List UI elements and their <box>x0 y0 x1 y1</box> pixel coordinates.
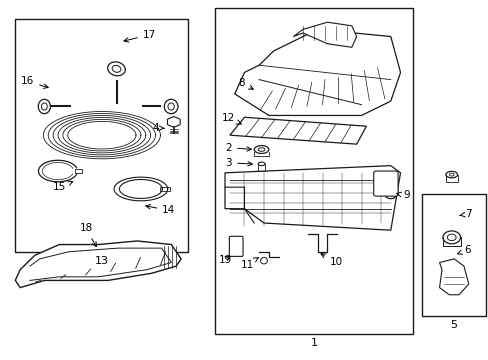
Ellipse shape <box>41 103 47 110</box>
Text: 2: 2 <box>225 143 251 153</box>
Text: 18: 18 <box>79 224 96 247</box>
Text: 4: 4 <box>152 123 164 133</box>
Polygon shape <box>439 259 468 295</box>
Bar <box>15 19 188 252</box>
Text: 5: 5 <box>450 320 457 330</box>
Ellipse shape <box>258 148 264 151</box>
Text: 11: 11 <box>240 257 258 270</box>
Text: 7: 7 <box>459 209 471 219</box>
Bar <box>422 194 485 316</box>
Ellipse shape <box>447 234 455 240</box>
FancyBboxPatch shape <box>373 171 397 196</box>
Text: 1: 1 <box>310 338 317 348</box>
Ellipse shape <box>260 257 267 264</box>
Polygon shape <box>229 117 366 144</box>
Ellipse shape <box>112 66 121 72</box>
Bar <box>75 169 82 173</box>
Ellipse shape <box>167 103 174 110</box>
Ellipse shape <box>164 99 178 114</box>
Text: 8: 8 <box>238 78 253 89</box>
Text: 19: 19 <box>218 255 231 265</box>
Polygon shape <box>234 30 400 116</box>
Text: 12: 12 <box>222 113 241 124</box>
Text: 17: 17 <box>123 30 156 42</box>
Text: 14: 14 <box>145 204 175 216</box>
Text: 16: 16 <box>21 76 48 88</box>
Polygon shape <box>224 166 400 230</box>
Text: 10: 10 <box>320 254 342 267</box>
Text: 15: 15 <box>53 181 73 192</box>
Text: 6: 6 <box>457 245 469 255</box>
Ellipse shape <box>107 62 125 76</box>
Bar <box>215 8 412 334</box>
Text: 9: 9 <box>396 190 409 201</box>
Bar <box>160 187 170 191</box>
Ellipse shape <box>445 171 457 178</box>
Ellipse shape <box>254 145 268 153</box>
Text: 13: 13 <box>95 256 109 266</box>
Ellipse shape <box>258 162 264 166</box>
FancyBboxPatch shape <box>229 236 243 256</box>
Polygon shape <box>293 22 356 47</box>
Ellipse shape <box>448 173 453 176</box>
Ellipse shape <box>38 99 50 114</box>
Ellipse shape <box>442 231 460 244</box>
Polygon shape <box>15 241 181 288</box>
Text: 3: 3 <box>225 158 252 168</box>
